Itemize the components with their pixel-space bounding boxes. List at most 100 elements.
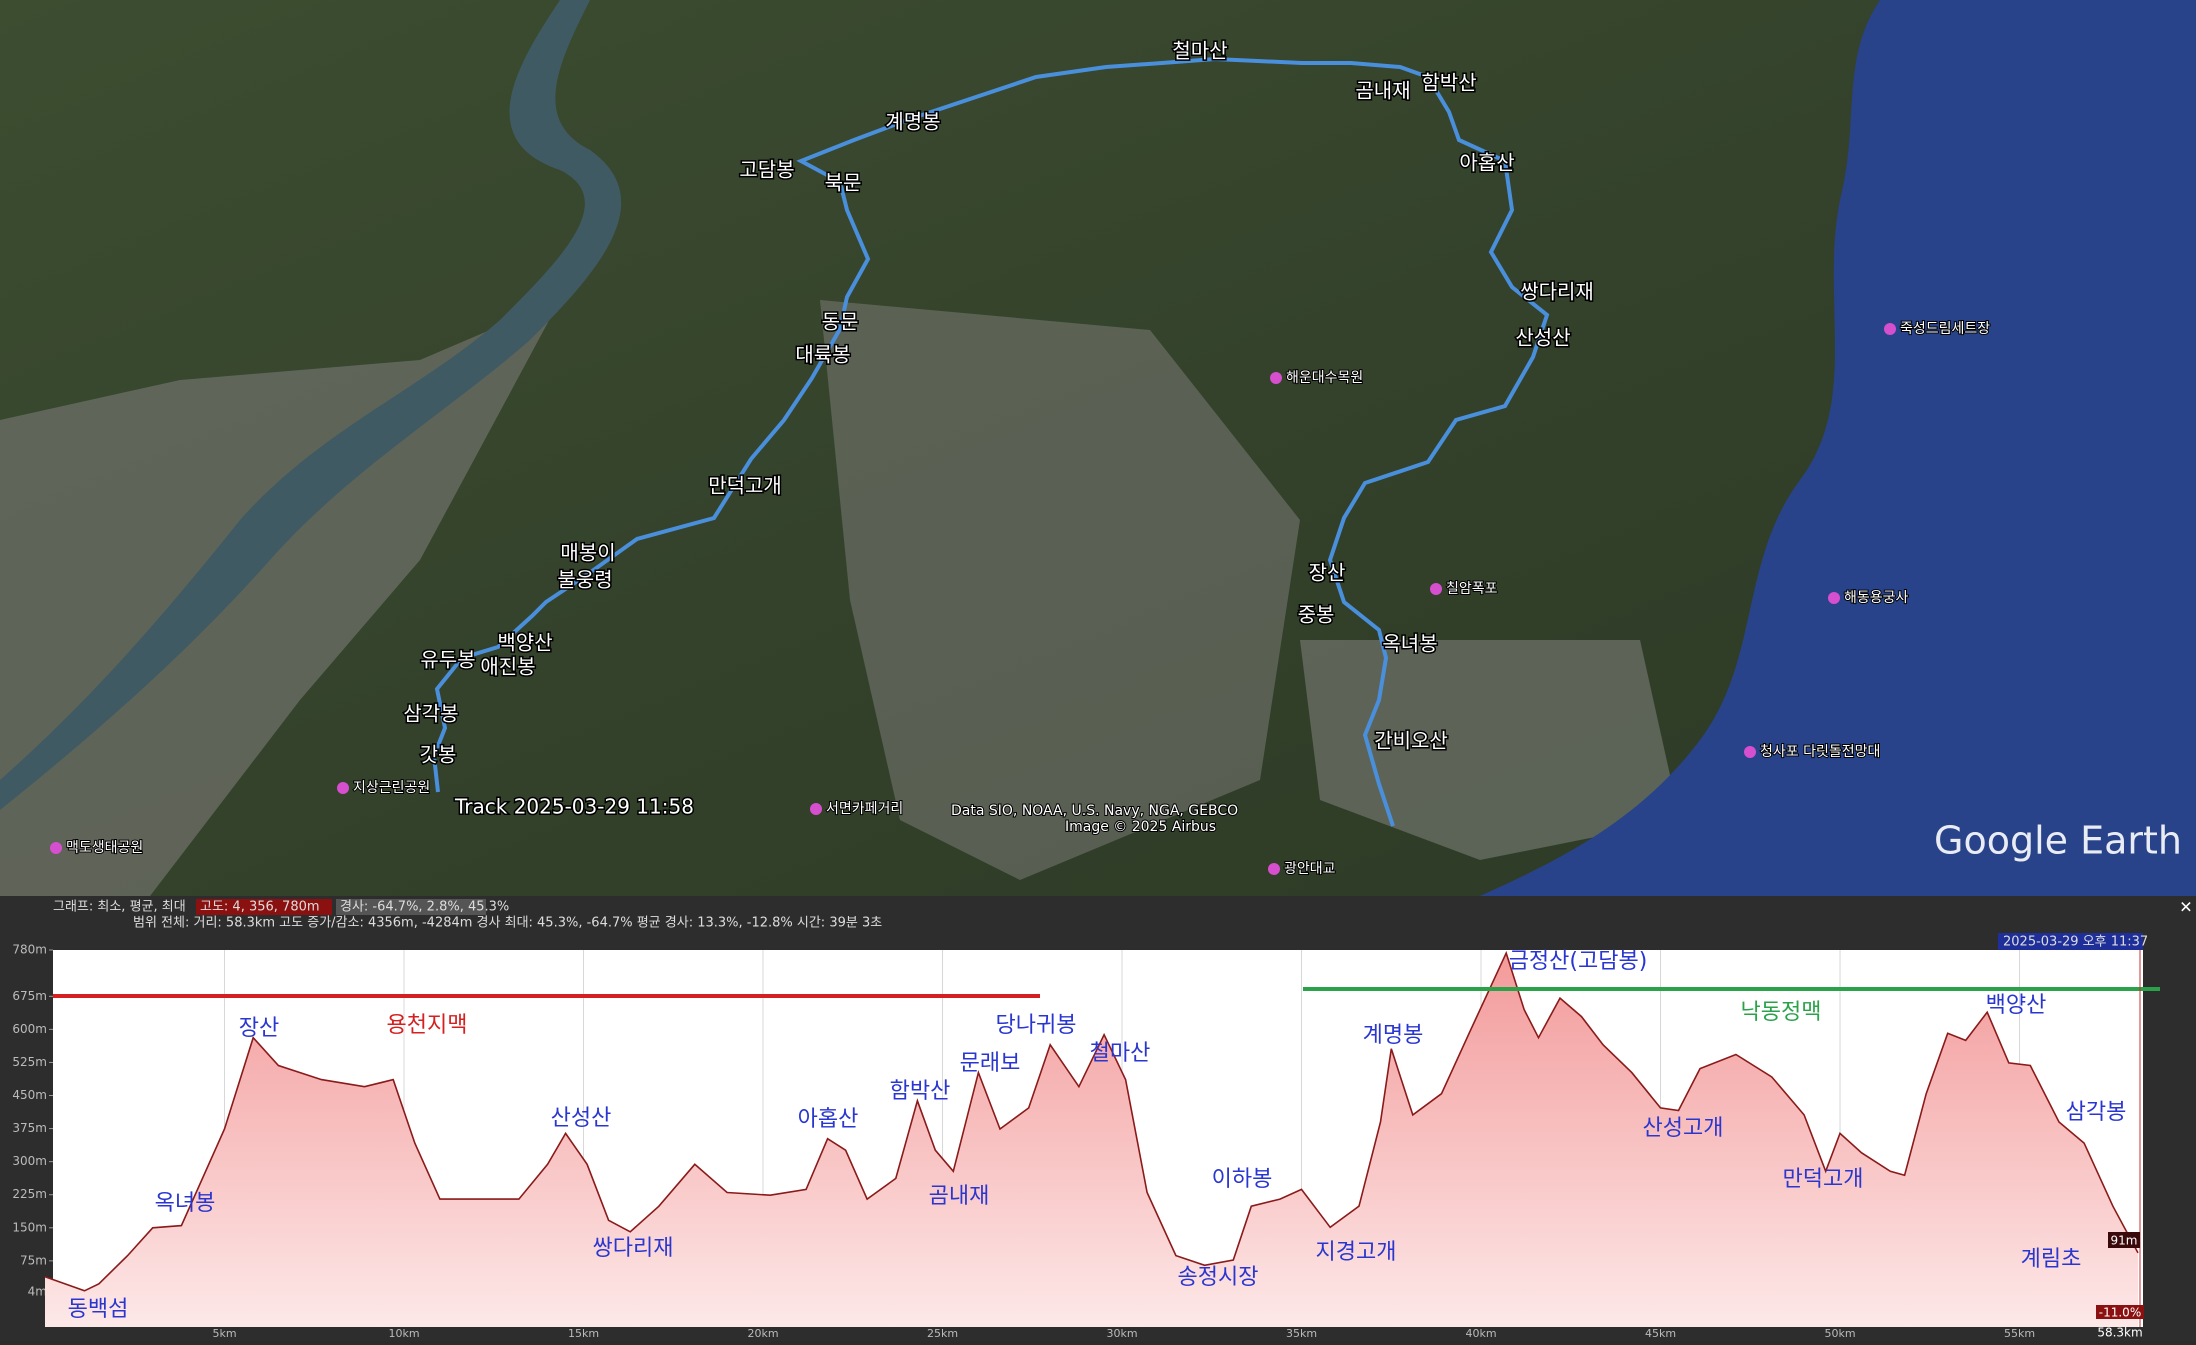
poi-icon [1884, 323, 1896, 335]
map-waypoint-label: 아홉산 [1459, 151, 1514, 175]
map-waypoint-label: 만덕고개 [708, 474, 782, 498]
map-waypoint-label: 철마산 [1172, 39, 1227, 63]
profile-annotation: 옥녀봉 [155, 1191, 216, 1216]
poi-icon [1268, 863, 1280, 875]
map-place-label: 청사포 다릿돌전망대 [1760, 744, 1880, 760]
date-label: 2025-03-29 오후 11:37 [2003, 935, 2148, 950]
route-track [431, 56, 1550, 827]
google-earth-logo: Google Earth [1934, 819, 2182, 863]
cursor-distance: 58.3km [2097, 1326, 2142, 1340]
elevation-box [196, 899, 332, 915]
profile-annotation: 문래보 [960, 1051, 1021, 1076]
profile-annotation: 계명봉 [1363, 1023, 1424, 1048]
map-waypoint-label: 산성산 [1515, 326, 1570, 350]
y-tick-label: 450m [12, 1088, 47, 1102]
map-waypoint-label: 계명봉 [885, 110, 940, 134]
map-place-label: 광안대교 [1284, 861, 1336, 877]
y-tick-label: 675m [12, 989, 47, 1003]
map-waypoint-label: 쌍다리재 [1520, 280, 1594, 304]
date-box [1998, 933, 2143, 950]
y-tick-label: 4m [28, 1285, 47, 1299]
profile-annotation: 이하봉 [1212, 1167, 1273, 1192]
profile-annotation: 지경고개 [1316, 1240, 1397, 1265]
map-waypoint-label: 갓봉 [420, 743, 457, 767]
slope-stats: 경사: -64.7%, 2.8%, 45.3% [340, 900, 509, 915]
map-waypoint-label: 장산 [1309, 561, 1346, 585]
map-place-label: 맥도생태공원 [66, 840, 143, 856]
map-waypoint-label: 삼각봉 [403, 702, 458, 726]
cursor-elevation: 91m [2111, 1234, 2138, 1248]
profile-annotation: 계림초 [2021, 1247, 2082, 1272]
map-waypoint-label: 옥녀봉 [1382, 632, 1437, 656]
x-tick-label: 50km [1824, 1327, 1855, 1340]
profile-annotation: 산성산 [551, 1106, 612, 1131]
y-tick-label: 780m [12, 943, 47, 957]
map [0, 0, 2196, 896]
profile-annotation: 동백섬 [68, 1297, 129, 1322]
map-waypoint-label: 함박산 [1421, 71, 1476, 95]
x-tick-label: 30km [1106, 1327, 1137, 1340]
profile-annotation: 송정시장 [1178, 1265, 1259, 1290]
poi-icon [1270, 372, 1282, 384]
profile-annotation: 금정산(고담봉) [1509, 949, 1648, 974]
elevation-line [44, 950, 2139, 1292]
slope-box [336, 899, 486, 915]
map-waypoint-label: 간비오산 [1374, 729, 1448, 753]
map-waypoint-label: 중봉 [1298, 603, 1335, 627]
profile-annotation: 삼각봉 [2066, 1100, 2127, 1125]
map-waypoint-label: 애진봉 [480, 655, 535, 679]
poi-icon [810, 803, 822, 815]
y-tick-label: 225m [12, 1187, 47, 1201]
cursor-box [2108, 1232, 2140, 1248]
map-place-label: 칠암폭포 [1446, 581, 1498, 597]
profile-annotation: 쌍다리재 [593, 1236, 674, 1261]
map-place-label: 지상근린공원 [353, 780, 430, 796]
x-tick-label: 20km [747, 1327, 778, 1340]
map-waypoint-label: 대륙봉 [795, 343, 850, 367]
profile-annotation: 당나귀봉 [996, 1013, 1077, 1038]
profile-annotation: 철마산 [1090, 1041, 1151, 1066]
profile-annotation: 함박산 [890, 1079, 951, 1104]
profile-annotation: 용천지맥 [387, 1013, 468, 1038]
track-label: Track 2025-03-29 11:58 [454, 795, 694, 819]
graph-label: 그래프: 최소, 평균, 최대 [53, 900, 186, 915]
profile-annotation: 곰내재 [929, 1184, 990, 1209]
x-tick-label: 45km [1645, 1327, 1676, 1340]
poi-icon [50, 842, 62, 854]
elevation-area [45, 953, 2138, 1327]
map-waypoint-label: 매봉이 [560, 541, 615, 565]
y-tick-label: 150m [12, 1220, 47, 1234]
map-place-label: 해동용궁사 [1844, 590, 1909, 606]
x-tick-label: 15km [568, 1327, 599, 1340]
map-waypoint-label: 북문 [825, 171, 862, 195]
cursor-slope: -11.0% [2099, 1306, 2141, 1320]
profile-annotation: 만덕고개 [1783, 1167, 1864, 1192]
y-tick-label: 525m [12, 1055, 47, 1069]
profile-annotation: 산성고개 [1643, 1116, 1724, 1141]
elevation-stats: 고도: 4, 356, 780m [200, 900, 320, 915]
x-tick-label: 40km [1465, 1327, 1496, 1340]
y-tick-label: 375m [12, 1121, 47, 1135]
profile-annotation: 아홉산 [798, 1107, 859, 1132]
poi-icon [337, 782, 349, 794]
y-tick-label: 600m [12, 1022, 47, 1036]
map-waypoint-label: 유두봉 [420, 648, 475, 672]
profile-annotation: 백양산 [1986, 993, 2047, 1018]
image-credit: Image © 2025 Airbus [1065, 819, 1216, 835]
map-place-label: 죽성드림세트장 [1900, 321, 1990, 337]
x-tick-label: 10km [388, 1327, 419, 1340]
y-tick-label: 75m [20, 1253, 47, 1267]
x-tick-label: 35km [1286, 1327, 1317, 1340]
map-waypoint-label: 불웅령 [557, 568, 612, 592]
poi-icon [1828, 592, 1840, 604]
map-waypoint-label: 동문 [822, 310, 859, 334]
x-tick-label: 25km [927, 1327, 958, 1340]
range-summary: 범위 전체: 거리: 58.3km 고도 증가/감소: 4356m, -4284… [133, 916, 882, 931]
profile-annotation: 장산 [239, 1016, 279, 1041]
close-button[interactable]: ✕ [2179, 898, 2192, 917]
poi-icon [1430, 583, 1442, 595]
cursor-box [2096, 1305, 2144, 1319]
attribution: Data SIO, NOAA, U.S. Navy, NGA, GEBCO [951, 803, 1238, 819]
map-place-label: 해운대수목원 [1286, 370, 1363, 386]
